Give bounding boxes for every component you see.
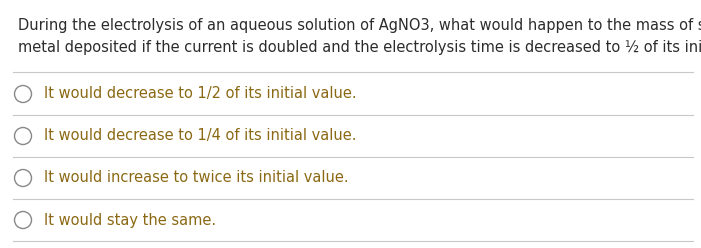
Text: It would increase to twice its initial value.: It would increase to twice its initial v… <box>43 171 348 186</box>
Text: It would decrease to 1/2 of its initial value.: It would decrease to 1/2 of its initial … <box>43 87 356 101</box>
Text: It would decrease to 1/4 of its initial value.: It would decrease to 1/4 of its initial … <box>43 128 356 144</box>
Text: It would stay the same.: It would stay the same. <box>43 213 216 227</box>
Text: metal deposited if the current is doubled and the electrolysis time is decreased: metal deposited if the current is double… <box>18 40 701 55</box>
Text: During the electrolysis of an aqueous solution of AgNO3, what would happen to th: During the electrolysis of an aqueous so… <box>18 18 701 33</box>
